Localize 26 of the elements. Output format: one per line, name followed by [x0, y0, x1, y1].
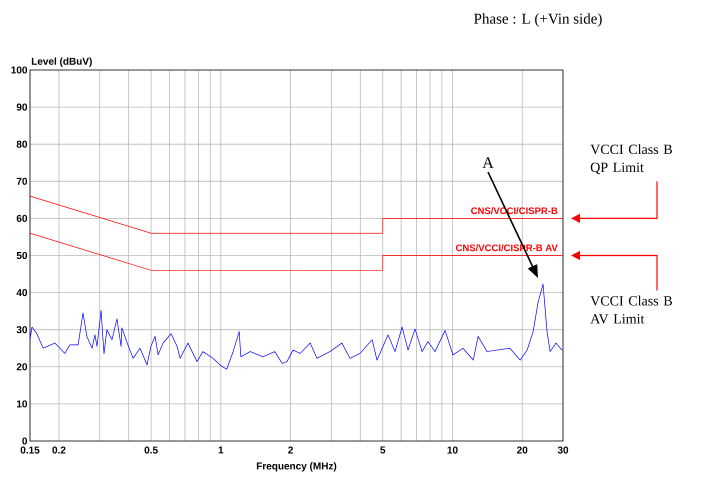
x-tick-label: 2	[288, 446, 293, 454]
y-tick-label: 50	[16, 252, 28, 260]
x-tick-label: 20	[516, 446, 528, 454]
x-tick-label: 0.15	[20, 446, 40, 454]
y-tick-label: 0	[22, 437, 28, 445]
x-tick-label: 0.2	[52, 446, 66, 454]
y-tick-label: 20	[16, 363, 28, 370]
y-axis-title: Level (dBuV)	[32, 57, 92, 67]
annotation: A	[482, 157, 494, 168]
chart-title: Phase : L (+Vin side)	[474, 13, 602, 27]
x-axis-title: Frequency (MHz)	[256, 462, 336, 472]
y-tick-label: 10	[16, 400, 28, 408]
y-tick-label: 70	[16, 178, 28, 185]
x-tick-label: 0.5	[144, 446, 158, 454]
y-tick-label: 100	[11, 66, 28, 74]
text: VCCI Class B QP Limit	[590, 144, 672, 174]
y-tick-label: 30	[16, 326, 28, 334]
y-tick-label: 90	[16, 104, 28, 111]
x-tick-label: 5	[380, 446, 386, 454]
x-tick-label: 1	[218, 446, 224, 454]
x-tick-label: 30	[558, 446, 568, 454]
text: VCCI Class B AV Limit	[590, 296, 672, 324]
y-tick-label: 60	[16, 214, 28, 222]
x-tick-label: 10	[448, 446, 458, 454]
y-tick-label: 80	[16, 140, 28, 148]
y-tick-label: 40	[16, 289, 28, 296]
